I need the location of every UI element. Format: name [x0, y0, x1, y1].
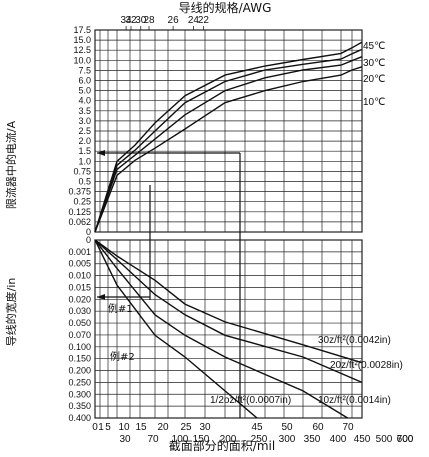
lower-y-tick-label: 0.150: [68, 354, 91, 364]
x-tick-label-row1: 70: [342, 422, 354, 433]
lower-line-3: [94, 239, 363, 364]
upper-y-tick-label: 2.0: [78, 136, 91, 146]
lower-y-tick-label: 0.300: [68, 389, 91, 399]
x-tick-label-row1: 60: [312, 422, 324, 433]
x-tick-label-row2: 600: [397, 434, 414, 445]
x-tick-label-row2: 300: [279, 434, 296, 445]
example-2-label: 例#2: [110, 350, 135, 363]
lower-y-tick-label: 0.070: [68, 330, 91, 340]
upper-y-tick-label: 10.0: [73, 55, 91, 65]
lower-y-tick-label: 0.015: [68, 282, 91, 292]
lower-y-tick-label: 0.005: [68, 259, 91, 269]
upper-y-tick-label: 6.0: [78, 76, 91, 86]
upper-curve-0: [94, 41, 363, 233]
x-tick-label-row1: 25: [180, 422, 192, 433]
lower-line-2: [94, 239, 363, 384]
series-label-2oz: 20z/ft²(0.0028in): [330, 360, 403, 371]
lower-y-tick-label: 0: [86, 235, 91, 245]
series-label-1oz: 10z/ft²(0.0014in): [318, 395, 391, 406]
upper-y-tick-label: 3.0: [78, 116, 91, 126]
lower-line-1: [94, 239, 348, 419]
lower-y-tick-label: 0.001: [68, 247, 91, 257]
x-tick-label-row2: 70: [147, 434, 159, 445]
upper-y-tick-label: 0.75: [73, 166, 91, 176]
x-tick-label-row1: 0: [92, 422, 98, 433]
curves: [94, 41, 363, 419]
labels: 17.515.012.510.07.56.05.04.03.53.02.52.0…: [68, 15, 413, 445]
upper-y-tick-label: 0: [86, 227, 91, 237]
top-awg-tick-label: 28: [143, 15, 155, 26]
x-tick-label-row2: 350: [304, 434, 321, 445]
upper-y-tick-label: 5.0: [78, 86, 91, 96]
upper-curve-2: [94, 56, 363, 233]
lower-y-axis-title: 导线的宽度/in: [4, 278, 18, 347]
lower-y-tick-label: 0.200: [68, 366, 91, 376]
upper-y-tick-label: 1.0: [78, 156, 91, 166]
lower-y-tick-label: 0.250: [68, 377, 91, 387]
x-tick-label-row1: 30: [199, 422, 211, 433]
series-label-30c: 30℃: [363, 58, 385, 69]
top-awg-tick-label: 22: [198, 15, 210, 26]
x-tick-label-row2: 500: [376, 434, 393, 445]
x-tick-label-row2: 250: [251, 434, 268, 445]
x-tick-label-row2: 100: [172, 434, 189, 445]
top-awg-tick-label: 30: [135, 15, 147, 26]
upper-curve-1: [94, 48, 363, 233]
lower-y-tick-label: 0.350: [68, 401, 91, 411]
upper-y-tick-label: 3.5: [78, 106, 91, 116]
lower-grid: [94, 239, 363, 419]
upper-y-tick-label: 0.062: [68, 217, 91, 227]
x-tick-label-row2: 200: [220, 434, 237, 445]
x-tick-label-row1: 10: [118, 422, 130, 433]
x-tick-label-row2: 400: [330, 434, 347, 445]
upper-grid: [94, 29, 363, 233]
upper-y-tick-label: 15.0: [73, 35, 91, 45]
upper-y-tick-label: 7.5: [78, 65, 91, 75]
x-tick-label-row1: 1: [98, 422, 104, 433]
x-tick-label-row2: 30: [119, 434, 131, 445]
upper-y-tick-label: 1.5: [78, 146, 91, 156]
x-axis-title: 截面部分的面积/mil: [169, 438, 275, 453]
series-label-45c: 45℃: [363, 41, 385, 52]
example-1-label: 例#1: [108, 302, 133, 315]
upper-y-tick-label: 17.5: [73, 25, 91, 35]
lower-y-tick-label: 0.100: [68, 342, 91, 352]
upper-y-tick-label: 0.5: [78, 177, 91, 187]
top-awg-tick-label: 26: [168, 15, 180, 26]
upper-y-tick-label: 0.25: [73, 197, 91, 207]
lower-y-tick-label: 0.020: [68, 294, 91, 304]
x-tick-label-row1: 20: [157, 422, 169, 433]
upper-y-axis-title: 限流器中的电流/A: [4, 120, 18, 209]
upper-y-tick-label: 4.0: [78, 96, 91, 106]
lower-y-tick-label: 0.400: [68, 413, 91, 423]
x-tick-label-row1: 15: [135, 422, 147, 433]
example-arrow-1: [97, 150, 105, 156]
series-label-halfoz: 1/2oz/ft²(0.0007in): [210, 395, 291, 406]
series-label-10c: 10℃: [363, 97, 385, 108]
x-tick-label-row1: 45: [251, 422, 263, 433]
lower-y-tick-label: 0.010: [68, 271, 91, 281]
lower-line-0: [94, 239, 258, 419]
lower-y-tick-label: 0.050: [68, 318, 91, 328]
x-tick-label-row2: 150: [193, 434, 210, 445]
x-tick-label-row2: 700: [397, 434, 414, 445]
upper-y-tick-label: 2.5: [78, 126, 91, 136]
x-tick-label-row1: 50: [281, 422, 293, 433]
top-awg-tick-label: 24: [188, 15, 200, 26]
x-tick-label-row2: 450: [354, 434, 371, 445]
x-tick-label-row1: 5: [105, 422, 111, 433]
upper-y-tick-label: 12.5: [73, 45, 91, 55]
upper-y-tick-label: 0.125: [68, 207, 91, 217]
series-label-20c: 20℃: [363, 74, 385, 85]
top-awg-tick-label: 32: [125, 15, 137, 26]
example-arrow-2: [97, 294, 105, 300]
lower-y-tick-label: 0.030: [68, 306, 91, 316]
upper-curve-3: [94, 66, 363, 233]
upper-y-tick-label: 0.375: [68, 187, 91, 197]
series-label-3oz: 30z/ft²(0.0042in): [318, 335, 391, 346]
top-awg-tick-label: 34: [121, 15, 133, 26]
top-axis-title: 导线的规格/AWG: [179, 0, 272, 15]
